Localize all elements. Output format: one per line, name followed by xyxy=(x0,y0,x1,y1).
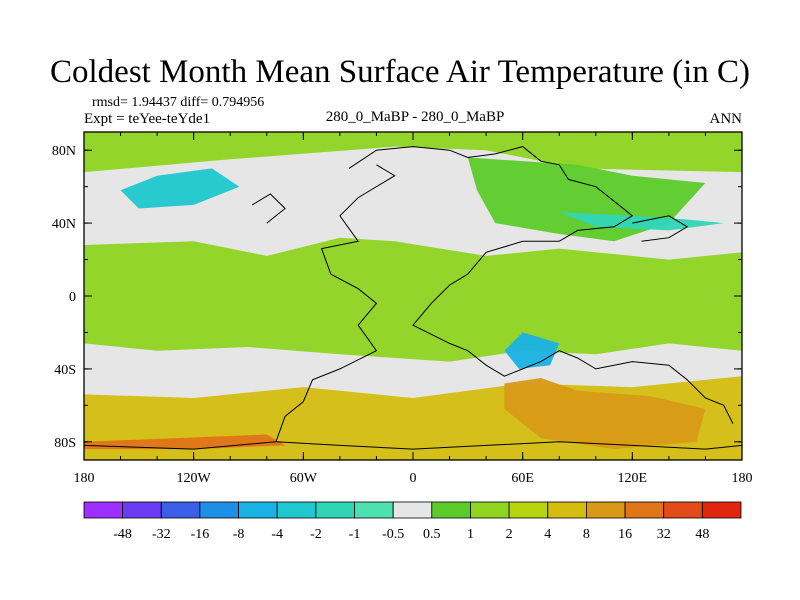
experiment-label: Expt = teYee-teYde1 xyxy=(84,111,211,127)
x-tick-label-4: 60E xyxy=(511,471,534,486)
colorbar-label-8: 0.5 xyxy=(423,527,441,542)
coastline-1 xyxy=(348,146,734,424)
x-tick-label-6: 180 xyxy=(732,471,753,486)
coastline-5 xyxy=(251,193,286,224)
y-tick-label-3: 40S xyxy=(54,363,76,378)
colorbar-label-1: -32 xyxy=(152,527,171,542)
season-label: ANN xyxy=(709,111,743,127)
colorbar-label-9: 1 xyxy=(467,527,474,542)
y-tick-label-2: 0 xyxy=(69,290,76,305)
colorbar-label-5: -2 xyxy=(310,527,322,542)
x-tick-label-1: 120W xyxy=(177,471,212,486)
colorbar-label-7: -0.5 xyxy=(382,527,404,542)
colorbar-box-14 xyxy=(624,501,665,519)
coastline-0 xyxy=(275,164,396,442)
x-tick-label-3: 0 xyxy=(410,471,417,486)
colorbar-box-6 xyxy=(315,501,355,519)
anomaly-region-6 xyxy=(504,332,560,369)
y-tick-label-0: 80N xyxy=(52,144,76,159)
colorbar-box-7 xyxy=(354,501,394,519)
anomaly-region-1 xyxy=(84,237,742,362)
colorbar-label-2: -16 xyxy=(191,527,210,542)
colorbar-label-0: -48 xyxy=(113,527,132,542)
coastline-3 xyxy=(83,441,276,450)
colorbar-box-2 xyxy=(160,501,201,519)
colorbar-label-13: 16 xyxy=(618,527,632,542)
colorbar-box-13 xyxy=(586,501,626,519)
colorbar-box-0 xyxy=(83,501,123,519)
colorbar-box-1 xyxy=(122,501,162,519)
colorbar-box-5 xyxy=(276,501,317,519)
stats-label: rmsd= 1.94437 diff= 0.794956 xyxy=(92,95,265,110)
colorbar-label-15: 48 xyxy=(695,527,709,542)
y-tick-label-4: 80S xyxy=(54,436,76,451)
colorbar-box-12 xyxy=(547,501,587,519)
coastline-4 xyxy=(632,215,689,242)
colorbar-label-14: 32 xyxy=(657,527,671,542)
anomaly-region-5 xyxy=(120,168,240,209)
colorbar-box-11 xyxy=(508,501,549,519)
colorbar-box-8 xyxy=(392,501,433,519)
coastline-2 xyxy=(275,441,743,450)
anomaly-region-3 xyxy=(504,378,706,450)
colorbar-box-9 xyxy=(431,501,471,519)
colorbar-label-4: -4 xyxy=(271,527,283,542)
x-tick-label-5: 120E xyxy=(618,471,648,486)
colorbar-label-11: 4 xyxy=(544,527,551,542)
colorbar-box-4 xyxy=(238,501,278,519)
colorbar-box-3 xyxy=(199,501,239,519)
x-tick-label-0: 180 xyxy=(74,471,95,486)
anomaly-region-0 xyxy=(84,132,742,173)
chart-title: Coldest Month Mean Surface Air Temperatu… xyxy=(50,54,750,90)
colorbar-label-6: -1 xyxy=(349,527,361,542)
colorbar-box-10 xyxy=(470,501,510,519)
colorbar-label-10: 2 xyxy=(506,527,513,542)
colorbar-box-15 xyxy=(663,501,703,519)
colorbar-box-16 xyxy=(702,501,742,519)
colorbar-label-12: 8 xyxy=(583,527,590,542)
colorbar-label-3: -8 xyxy=(233,527,245,542)
comparison-label: 280_0_MaBP - 280_0_MaBP xyxy=(325,109,505,125)
y-tick-label-1: 40N xyxy=(52,217,76,232)
x-tick-label-2: 60W xyxy=(290,471,318,486)
